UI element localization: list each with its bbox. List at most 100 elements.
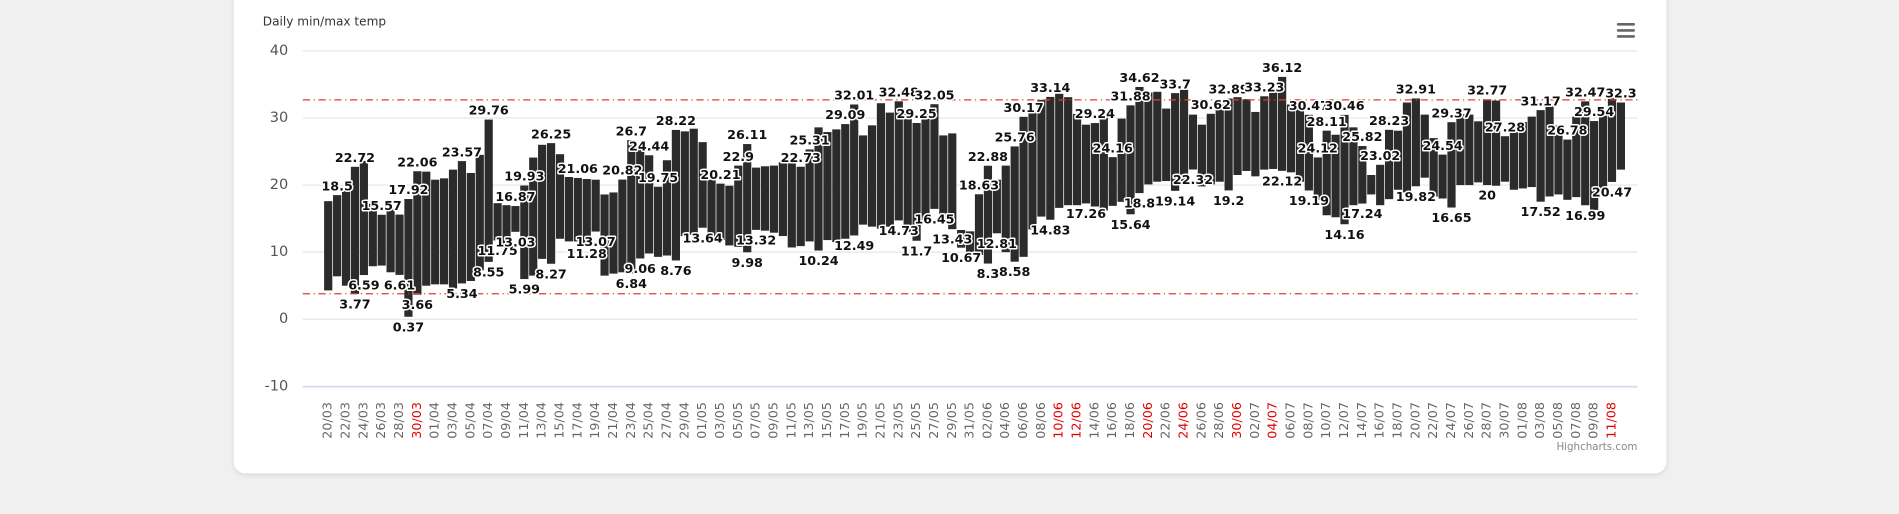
range-column (555, 154, 565, 239)
range-column (600, 194, 609, 276)
range-column (1500, 136, 1510, 182)
x-tick-label: 16/06 (1104, 402, 1119, 439)
x-tick-label: 05/08 (1550, 402, 1565, 439)
range-column (1420, 114, 1429, 178)
menu-button[interactable] (1616, 23, 1635, 38)
range-column (1251, 111, 1260, 177)
high-label: 18.63 (959, 177, 999, 192)
range-column (457, 161, 467, 284)
y-tick-label: 0 (279, 311, 288, 327)
range-column (1028, 111, 1037, 230)
range-column (1474, 121, 1483, 183)
x-tick-label: 22/06 (1158, 402, 1173, 439)
range-column (475, 154, 484, 271)
x-tick-label: 01/04 (427, 402, 442, 439)
x-tick-label: 21/04 (605, 402, 620, 439)
range-column (1108, 157, 1117, 206)
high-label: 24.12 (1298, 141, 1338, 156)
range-column (1322, 130, 1331, 216)
high-label: 27.28 (1485, 119, 1525, 134)
range-column (671, 129, 680, 261)
range-column (484, 119, 493, 262)
range-column (1304, 114, 1313, 191)
range-column (850, 104, 859, 236)
range-column (493, 203, 502, 241)
range-column (386, 209, 395, 273)
high-label: 22.73 (781, 150, 821, 165)
low-label: 16.45 (914, 211, 954, 226)
range-column (359, 160, 368, 276)
range-column (1376, 164, 1385, 206)
range-column (1554, 125, 1563, 195)
range-column (1215, 104, 1224, 182)
x-tick-label: 17/05 (837, 402, 852, 439)
high-label: 36.12 (1262, 60, 1302, 75)
range-column (1616, 102, 1625, 170)
range-column (582, 179, 591, 244)
range-column (983, 165, 993, 264)
x-tick-label: 02/07 (1247, 402, 1262, 439)
x-tick-label: 05/04 (462, 402, 477, 439)
range-column (992, 179, 1001, 234)
range-column (965, 231, 975, 255)
low-label: 6.84 (616, 276, 648, 291)
credits[interactable]: Highcharts.com (1556, 441, 1637, 453)
low-label: 13.03 (495, 234, 535, 249)
range-column (1144, 92, 1153, 185)
low-label: 12.81 (977, 236, 1017, 251)
range-column (689, 128, 698, 235)
high-label: 23.02 (1360, 148, 1400, 163)
high-label: 18.5 (321, 178, 352, 193)
x-tick-label: 01/05 (694, 402, 709, 439)
y-tick-label: 20 (270, 177, 288, 193)
high-label: 29.25 (897, 106, 937, 121)
x-tick-label: 12/06 (1069, 402, 1084, 439)
range-column (725, 185, 734, 246)
x-tick-label: 23/05 (890, 402, 905, 439)
range-column (894, 101, 903, 221)
low-label: 11.28 (567, 246, 607, 261)
low-label: 19.14 (1155, 193, 1195, 208)
x-tick-label: 24/07 (1443, 402, 1458, 439)
x-tick-label: 24/06 (1176, 402, 1191, 439)
range-column (1536, 110, 1545, 202)
range-column (1483, 99, 1492, 186)
high-label: 32.48 (879, 84, 919, 99)
x-tick-label: 09/08 (1586, 402, 1601, 439)
low-label: 12.49 (834, 238, 874, 253)
range-column (867, 125, 877, 227)
range-column (1179, 89, 1189, 184)
range-column (618, 179, 627, 273)
low-label: 14.83 (1030, 222, 1070, 237)
range-column (707, 179, 716, 237)
x-tick-label: 30/07 (1496, 402, 1511, 439)
high-label: 17.92 (388, 182, 428, 197)
range-column (957, 230, 966, 248)
low-label: 5.34 (446, 286, 478, 301)
x-tick-label: 16/07 (1372, 402, 1387, 439)
low-label: 17.24 (1342, 206, 1382, 221)
range-column (511, 206, 520, 232)
range-column (662, 160, 672, 256)
x-tick-label: 15/04 (551, 402, 566, 439)
range-column (885, 112, 894, 227)
x-tick-label: 26/03 (373, 402, 388, 439)
x-tick-label: 12/07 (1336, 402, 1351, 439)
x-tick-label: 03/05 (712, 402, 727, 439)
high-label: 24.44 (629, 138, 669, 153)
high-label: 15.57 (362, 198, 402, 213)
range-column (1037, 99, 1046, 217)
high-label: 26.78 (1547, 123, 1587, 138)
range-column (1269, 90, 1278, 169)
range-column (1491, 100, 1501, 186)
range-column (1233, 97, 1242, 175)
x-tick-label: 07/08 (1568, 402, 1583, 439)
range-column (743, 144, 752, 253)
low-label: 8.55 (473, 264, 504, 279)
range-column (1349, 127, 1358, 206)
x-tick-label: 31/05 (962, 402, 977, 439)
range-column (1518, 121, 1527, 189)
high-label: 25.31 (790, 133, 830, 148)
x-tick-label: 07/05 (748, 402, 763, 439)
